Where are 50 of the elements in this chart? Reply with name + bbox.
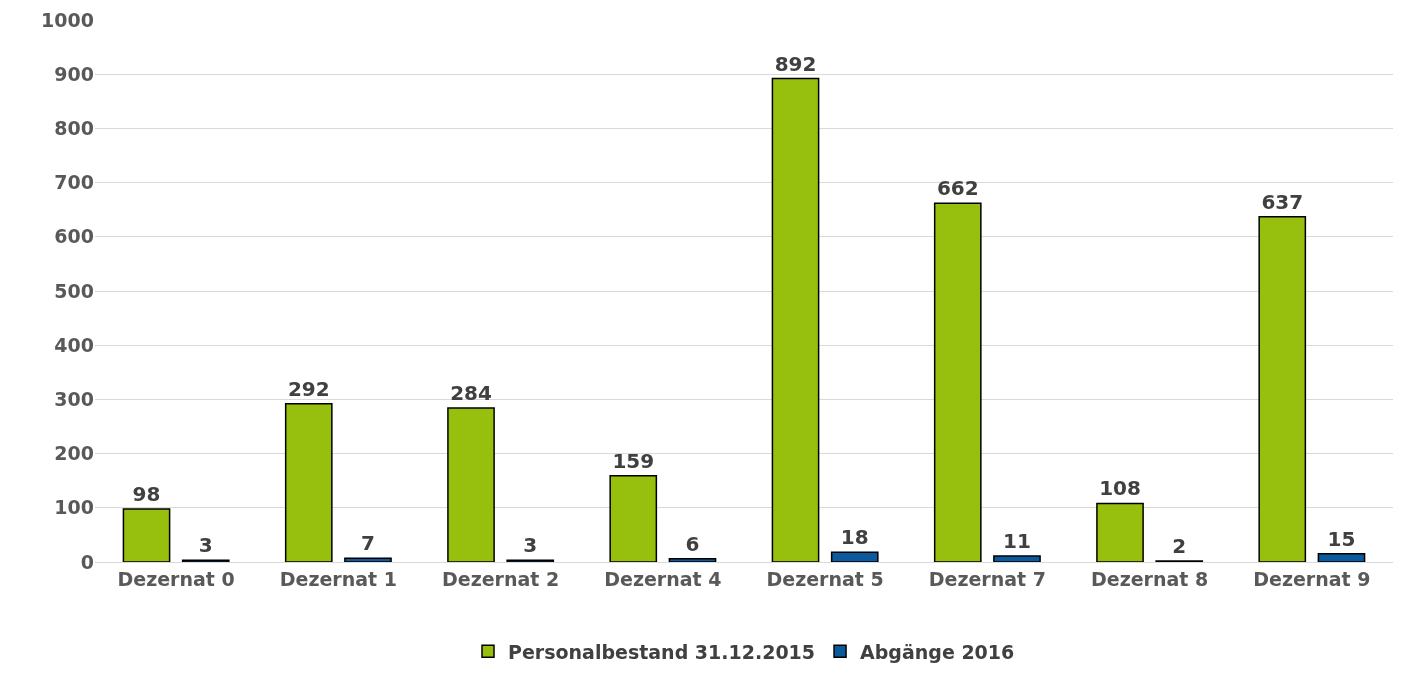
bar	[1096, 502, 1144, 562]
data-label: 159	[612, 448, 655, 473]
x-tick-label: Dezernat 0	[117, 567, 235, 590]
data-label: 3	[523, 533, 538, 558]
bar	[771, 77, 820, 562]
data-label: 292	[287, 376, 330, 401]
x-tick-label: Dezernat 5	[766, 567, 884, 590]
data-label: 6	[685, 531, 700, 556]
x-tick-label: Dezernat 9	[1253, 567, 1371, 590]
y-tick-label: 300	[54, 388, 94, 411]
data-label: 18	[840, 525, 869, 550]
bar	[830, 551, 879, 562]
y-tick-label: 100	[54, 496, 94, 519]
data-label: 637	[1261, 189, 1304, 214]
bar	[993, 555, 1041, 562]
y-tick-label: 800	[54, 117, 94, 140]
bar	[609, 475, 658, 562]
y-tick-label: 1000	[41, 8, 94, 31]
data-label: 98	[132, 481, 161, 506]
bar	[284, 402, 333, 562]
x-tick-label: Dezernat 2	[442, 567, 560, 590]
y-tick-label: 700	[54, 171, 94, 194]
data-label: 7	[361, 531, 375, 556]
data-label: 15	[1327, 526, 1356, 551]
y-tick-label: 0	[80, 550, 94, 573]
x-tick-label: Dezernat 8	[1091, 567, 1209, 590]
data-label: 11	[1003, 529, 1031, 554]
bar	[1258, 216, 1307, 562]
bar	[1317, 553, 1366, 562]
bar	[447, 407, 495, 562]
bar	[933, 202, 982, 562]
data-label: 3	[198, 533, 213, 558]
legend-label: Personalbestand 31.12.2015	[508, 640, 816, 663]
data-label: 2	[1172, 533, 1187, 558]
x-tick-label: Dezernat 4	[604, 567, 722, 590]
x-tick-label: Dezernat 1	[279, 567, 398, 590]
y-tick-label: 900	[54, 62, 94, 85]
legend-label: Abgänge 2016	[860, 640, 1015, 663]
data-label: 108	[1099, 476, 1141, 501]
y-tick-label: 200	[54, 442, 94, 465]
y-tick-label: 500	[54, 279, 94, 302]
data-label: 284	[450, 381, 492, 406]
data-label: 892	[774, 51, 817, 76]
bar	[122, 508, 171, 562]
bar	[668, 558, 717, 562]
data-label: 662	[936, 176, 979, 201]
y-tick-label: 600	[54, 225, 94, 248]
bar	[344, 557, 392, 562]
y-tick-label: 400	[54, 333, 94, 356]
x-tick-label: Dezernat 7	[928, 567, 1047, 590]
